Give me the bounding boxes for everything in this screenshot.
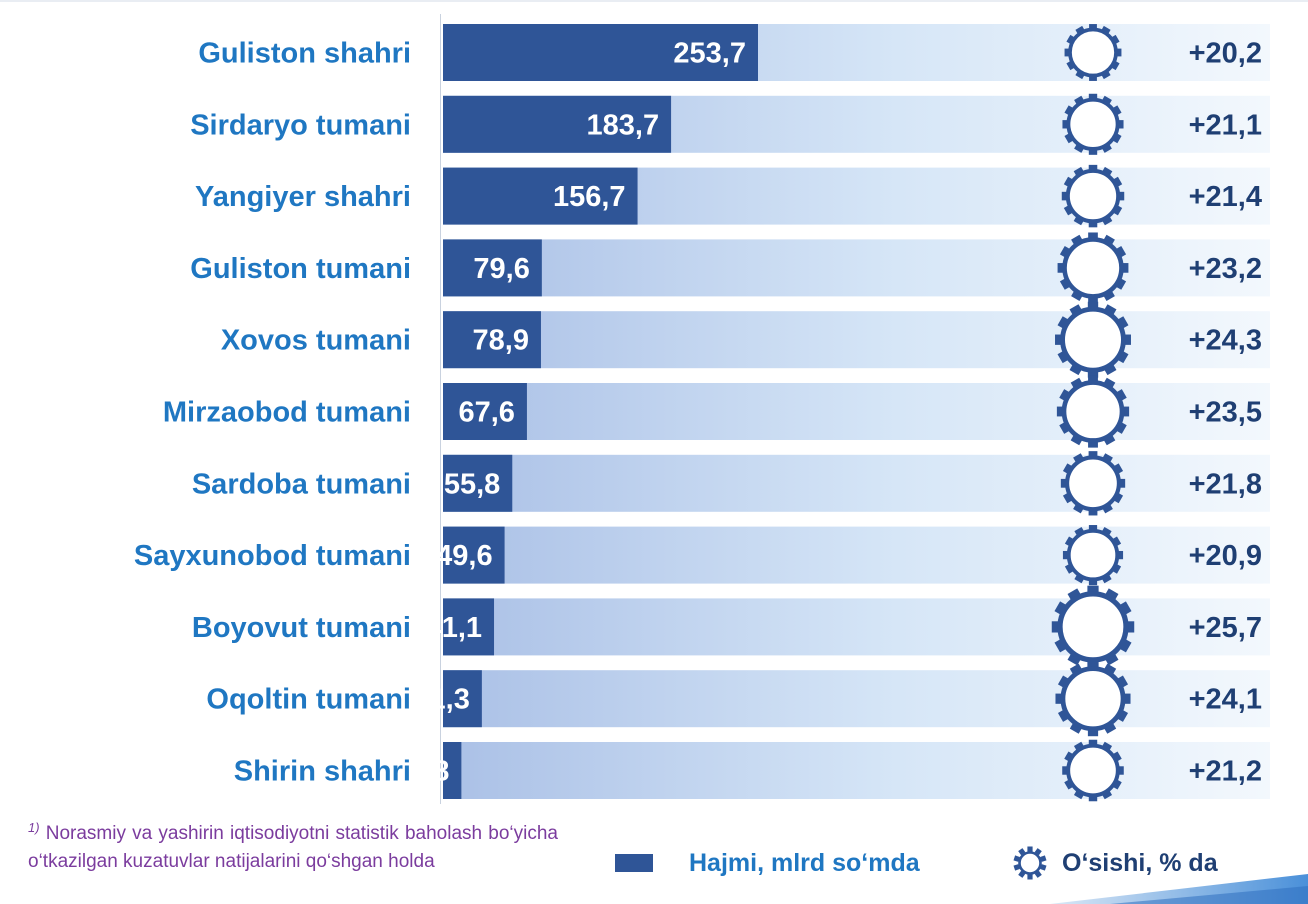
growth-value-label: +23,5 [1189, 397, 1262, 429]
growth-value-label: +21,4 [1189, 181, 1262, 213]
growth-value-label: +21,1 [1189, 109, 1262, 141]
gear-icon [1061, 164, 1125, 228]
bar-track [443, 383, 1270, 440]
category-label: Sardoba tumani [192, 468, 411, 500]
category-label: Oqoltin tumani [206, 684, 411, 716]
volume-value-label: 14,8 [393, 756, 449, 788]
gear-icon [1062, 525, 1124, 586]
volume-bar [443, 95, 672, 153]
bar-track [443, 239, 1270, 297]
growth-value-label: +21,8 [1189, 468, 1262, 500]
gear-icon [1062, 93, 1124, 155]
volume-value-label: 78,9 [473, 325, 529, 357]
bar-track [443, 742, 1270, 799]
footnote-marker: 1) [28, 820, 40, 835]
volume-value-label: 49,6 [436, 540, 492, 572]
category-label: Shirin shahri [234, 756, 411, 788]
legend-volume: Hajmi, mlrd so‘mda [615, 840, 920, 886]
corner-decoration [1050, 874, 1308, 904]
volume-value-label: 253,7 [673, 38, 746, 70]
volume-value-label: 31,3 [413, 684, 469, 716]
gear-icon [1057, 232, 1129, 304]
volume-bar [443, 383, 527, 440]
bar-chart: 253,7 Guliston shahri +20,2 183,7 Sirdaryo t… [134, 24, 1270, 802]
gear-icon [1055, 661, 1131, 737]
category-label: Sirdaryo tumani [190, 109, 411, 141]
volume-value-label: 156,7 [553, 181, 626, 213]
volume-value-label: 79,6 [473, 253, 529, 285]
volume-bar [443, 239, 542, 297]
volume-bar [443, 526, 505, 584]
gear-icon [1062, 739, 1124, 802]
growth-value-label: +21,2 [1189, 756, 1262, 788]
bar-track [443, 526, 1270, 584]
volume-bar [443, 598, 495, 656]
category-axis-line [440, 14, 441, 804]
volume-bar [443, 670, 482, 728]
footnote-text: Norasmiy va yashirin iqtisodiyotni stati… [28, 823, 558, 872]
bar-track [443, 670, 1270, 728]
growth-value-label: +24,3 [1189, 325, 1262, 357]
volume-bar [443, 311, 541, 369]
footnote: 1) Norasmiy va yashirin iqtisodiyotni st… [28, 814, 558, 876]
bar-track [443, 311, 1270, 369]
volume-bar [443, 167, 638, 225]
volume-bar [443, 24, 758, 81]
growth-value-label: +20,2 [1189, 38, 1262, 70]
category-label: Sayxunobod tumani [134, 540, 411, 572]
volume-value-label: 67,6 [458, 397, 514, 429]
category-label: Yangiyer shahri [195, 181, 411, 213]
gear-icon [1056, 375, 1130, 448]
gear-icon [1051, 585, 1135, 669]
growth-value-label: +25,7 [1189, 612, 1262, 644]
category-label: Xovos tumani [221, 325, 411, 357]
volume-bar [443, 742, 462, 799]
volume-bar [443, 454, 513, 512]
category-label: Boyovut tumani [192, 612, 411, 644]
gear-icon [1060, 451, 1126, 516]
top-divider [0, 0, 1308, 2]
legend-volume-swatch [615, 854, 653, 872]
legend-growth: O‘sishi, % da [1012, 840, 1218, 886]
category-label: Guliston shahri [198, 38, 411, 70]
growth-value-label: +24,1 [1189, 684, 1262, 716]
volume-value-label: 41,1 [426, 612, 482, 644]
gear-icon [1055, 301, 1131, 378]
legend-growth-label: O‘sishi, % da [1062, 848, 1218, 877]
legend-volume-label: Hajmi, mlrd so‘mda [689, 848, 920, 877]
bar-track [443, 454, 1270, 512]
category-label: Mirzaobod tumani [163, 397, 411, 429]
gear-icon [1013, 846, 1047, 880]
growth-value-label: +23,2 [1189, 253, 1262, 285]
growth-value-label: +20,9 [1189, 540, 1262, 572]
gear-icon [1064, 24, 1122, 81]
volume-value-label: 55,8 [444, 468, 500, 500]
category-label: Guliston tumani [190, 253, 411, 285]
bar-track [443, 598, 1270, 656]
volume-value-label: 183,7 [587, 109, 660, 141]
